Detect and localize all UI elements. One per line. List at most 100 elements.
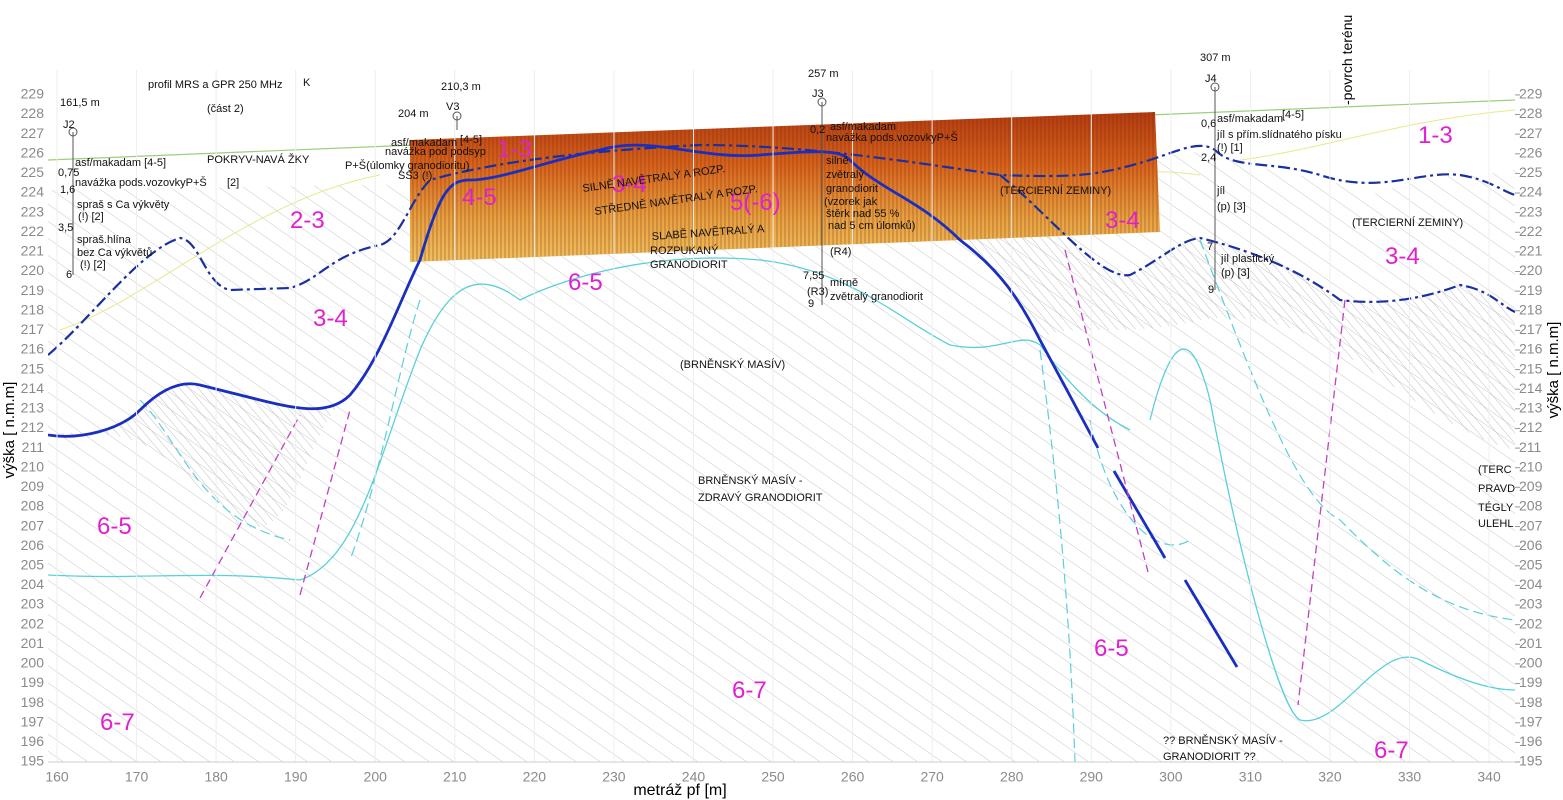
y-tick-label-right: 222 xyxy=(1519,223,1543,239)
y-tick-label-right: 201 xyxy=(1519,635,1543,651)
log-entry: [4-5] xyxy=(1282,109,1304,121)
annotation: (BRNĚNSKÝ MASÍV) xyxy=(680,358,785,371)
y-tick-label: 214 xyxy=(21,380,45,396)
log-entry: jíl s přím.slídnatého písku xyxy=(1216,129,1342,141)
borehole-name: J2 xyxy=(63,119,75,131)
log-entry: [4-5] xyxy=(460,134,482,146)
x-tick-label: 190 xyxy=(284,769,308,785)
cyan-boundary xyxy=(48,257,1515,722)
log-entry: asf/makadam xyxy=(1217,113,1283,125)
annotation: (TERC xyxy=(1478,464,1512,476)
annotation: GRANODIORIT ?? xyxy=(1163,751,1256,763)
y-tick-label-right: 215 xyxy=(1519,360,1543,376)
y-tick-label-right: 199 xyxy=(1519,674,1543,690)
y-tick-label-right: 212 xyxy=(1519,419,1543,435)
zone-label: 3-4 xyxy=(612,171,647,198)
log-entry: bez Ca výkvětů xyxy=(77,247,152,259)
log-entry: (!) [2] xyxy=(78,211,104,223)
y-tick-label-right: 229 xyxy=(1519,86,1543,102)
magenta-dashed xyxy=(199,249,1346,706)
log-entry: spraš s Ca výkvěty xyxy=(77,199,170,211)
y-tick-label-right: 198 xyxy=(1519,694,1543,710)
log-entry: granodiorit xyxy=(826,183,878,195)
x-tick-label: 270 xyxy=(920,769,944,785)
y-tick-label: 195 xyxy=(21,753,45,769)
zone-label: 6-5 xyxy=(568,269,603,296)
y-tick-label-right: 216 xyxy=(1519,341,1543,357)
y-tick-label-right: 220 xyxy=(1519,262,1543,278)
y-tick-label-right: 226 xyxy=(1519,144,1543,160)
log-entry: mírně xyxy=(830,277,858,289)
y-tick-label: 196 xyxy=(21,733,45,749)
y-tick-label: 199 xyxy=(21,674,45,690)
profile-letter: K xyxy=(303,77,311,89)
y-tick-label-right: 206 xyxy=(1519,537,1543,553)
annotation: ?? BRNĚNSKÝ MASÍV - xyxy=(1163,734,1283,747)
x-tick-label: 310 xyxy=(1239,769,1263,785)
log-entry: navážka pods.vozovkyP+Š xyxy=(75,176,207,189)
y-axis-label: výška [ n.m.m] xyxy=(1,382,18,479)
x-tick-label: 340 xyxy=(1477,769,1501,785)
log-entry: (R3) xyxy=(807,286,828,298)
y-tick-label: 226 xyxy=(21,144,45,160)
tertiary-hatch xyxy=(960,175,1515,450)
y-tick-label: 210 xyxy=(21,458,45,474)
borehole-name: J4 xyxy=(1205,73,1217,85)
x-tick-label: 180 xyxy=(204,769,228,785)
station: 307 m xyxy=(1200,52,1231,64)
y-tick-label-right: 228 xyxy=(1519,105,1543,121)
y-tick-label-right: 210 xyxy=(1519,458,1543,474)
zone-label: 6-5 xyxy=(97,513,132,540)
y-tick-label-right: 195 xyxy=(1519,753,1543,769)
log-entry: spraš.hlína xyxy=(77,234,132,246)
annotation: BRNĚNSKÝ MASÍV - xyxy=(698,474,803,487)
log-entry: 7 xyxy=(1207,241,1213,253)
log-entry: SS3 (!) xyxy=(398,170,432,182)
x-tick-label: 330 xyxy=(1398,769,1422,785)
log-entry: 3,5 xyxy=(58,222,73,234)
y-tick-label-right: 202 xyxy=(1519,615,1543,631)
y-tick-label-right: 221 xyxy=(1519,243,1543,259)
y-tick-label-right: 203 xyxy=(1519,596,1543,612)
log-entry: (vzorek jak xyxy=(824,196,878,208)
x-tick-label: 300 xyxy=(1159,769,1183,785)
horizon-dashed xyxy=(48,143,1515,356)
zone-label: 6-7 xyxy=(1374,737,1409,764)
y-tick-label: 221 xyxy=(21,243,45,259)
log-entry: zvětralý granodiorit xyxy=(830,291,923,303)
borehole-symbols xyxy=(68,82,1220,305)
y-tick-label: 216 xyxy=(21,341,45,357)
bedrock-line xyxy=(48,143,1100,449)
zone-label: 6-5 xyxy=(1094,635,1129,662)
clipped-labels: (TERC PRAVD TÉGLY ULEHL xyxy=(56,70,1515,762)
y-tick-label: 211 xyxy=(22,439,45,455)
y-tick-label: 218 xyxy=(21,301,45,317)
y-tick-label-right: 196 xyxy=(1519,733,1543,749)
log-entry: 0,2 xyxy=(810,124,825,136)
tertiary-base-dashed xyxy=(999,174,1515,313)
borehole-name: V3 xyxy=(446,101,459,113)
x-axis-label: metráž pf [m] xyxy=(633,782,726,799)
zone-label: 3-4 xyxy=(1105,207,1140,234)
x-tick-label: 320 xyxy=(1318,769,1342,785)
zone-label: 4-5 xyxy=(462,184,497,211)
annotation: (TERCIERNÍ ZEMINY) xyxy=(1352,216,1463,229)
x-tick-label: 280 xyxy=(1000,769,1024,785)
annotation: ZDRAVÝ GRANODIORIT xyxy=(698,491,823,504)
subtitle: (část 2) xyxy=(207,103,244,115)
y-tick-label: 207 xyxy=(21,517,45,533)
log-entry: nad 5 cm úlomků) xyxy=(828,220,915,232)
y-tick-label-right: 204 xyxy=(1519,576,1543,592)
y-tick-label: 225 xyxy=(21,164,45,180)
annotation: (TERCIERNÍ ZEMINY) xyxy=(1000,184,1111,197)
weathered-hatch xyxy=(48,383,350,528)
log-entry: (!) [1] xyxy=(1217,142,1243,154)
title: profil MRS a GPR 250 MHz xyxy=(148,79,282,91)
y-tick-label-right: 207 xyxy=(1519,517,1543,533)
y-tick-label: 215 xyxy=(21,360,45,376)
y-axis-label-right: výška [ n.m.m] xyxy=(1545,322,1562,419)
log-entry: 9 xyxy=(1208,284,1214,296)
fault-line xyxy=(1112,470,1239,668)
x-tick-label: 170 xyxy=(125,769,149,785)
annotation: PRAVD xyxy=(1478,483,1515,495)
